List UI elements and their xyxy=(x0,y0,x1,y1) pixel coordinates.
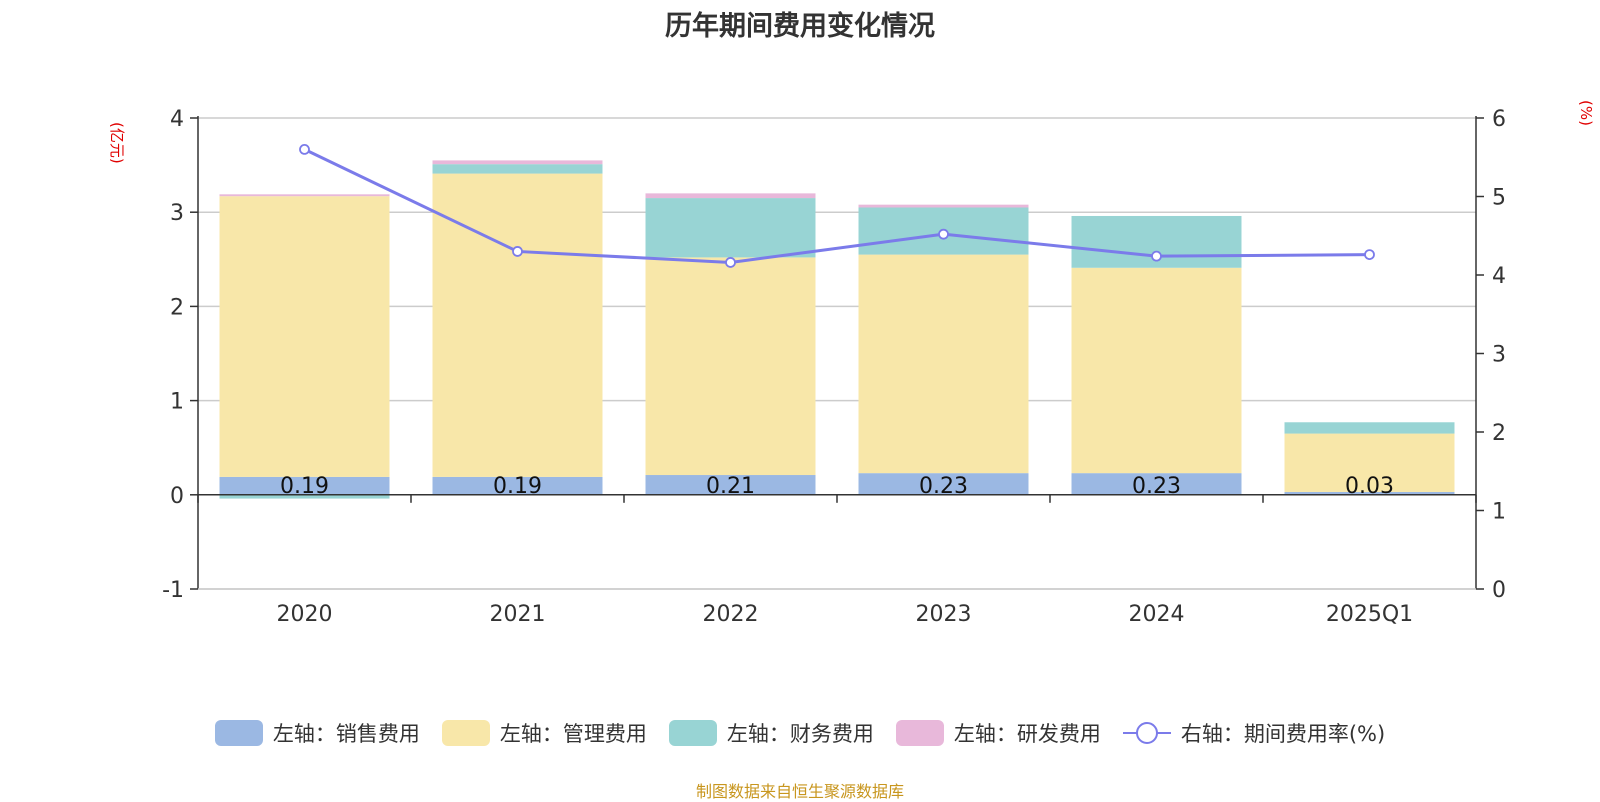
legend-item-expense-rate[interactable]: 右轴：期间费用率(%) xyxy=(1122,718,1386,748)
bar-sales xyxy=(1071,473,1242,495)
legend-swatch-admin xyxy=(441,720,490,746)
left-tick-label: 1 xyxy=(170,390,184,415)
legend-swatch-rnd xyxy=(895,720,944,746)
right-tick-label: 6 xyxy=(1492,107,1506,132)
right-tick-label: 4 xyxy=(1492,264,1506,289)
source-note: 制图数据来自恒生聚源数据库 xyxy=(695,782,904,801)
sales-data-label: 0.21 xyxy=(706,474,755,499)
left-tick-label: -1 xyxy=(162,578,184,603)
left-tick-label: 0 xyxy=(170,484,184,509)
expense-rate-point xyxy=(1364,249,1375,260)
right-tick-label: 2 xyxy=(1492,421,1506,446)
bar-finance xyxy=(432,164,603,174)
right-tick-label: 5 xyxy=(1492,186,1506,211)
bar-finance xyxy=(219,494,390,499)
expense-rate-point xyxy=(725,257,736,268)
bar-rnd xyxy=(432,160,603,165)
left-tick-label: 3 xyxy=(170,201,184,226)
category-label: 2025Q1 xyxy=(1326,602,1413,627)
category-label: 2022 xyxy=(703,602,759,627)
sales-data-label: 0.19 xyxy=(493,474,542,499)
sales-data-label: 0.23 xyxy=(1132,474,1181,499)
sales-data-label: 0.03 xyxy=(1345,474,1394,499)
bar-sales xyxy=(1284,491,1455,495)
bar-finance xyxy=(1284,422,1455,434)
expense-rate-line xyxy=(303,148,1370,264)
legend-swatch-finance xyxy=(668,720,717,746)
category-label: 2023 xyxy=(916,602,972,627)
chart-title: 历年期间费用变化情况 xyxy=(665,11,935,42)
left-tick-label: 4 xyxy=(170,107,184,132)
legend-item-finance[interactable]: 左轴：财务费用 xyxy=(668,718,874,748)
right-tick-label: 1 xyxy=(1492,500,1506,525)
bar-admin xyxy=(858,254,1029,474)
sales-data-label: 0.19 xyxy=(280,474,329,499)
expense-rate-point xyxy=(938,228,949,240)
legend-label-rnd: 左轴：研发费用 xyxy=(953,722,1101,746)
category-label: 2020 xyxy=(277,602,333,627)
bar-admin xyxy=(432,173,603,477)
category-label: 2024 xyxy=(1129,602,1185,627)
bar-sales xyxy=(432,476,603,495)
legend-item-sales[interactable]: 左轴：销售费用 xyxy=(214,718,420,748)
category-label: 2021 xyxy=(490,602,546,627)
legend-label-sales: 左轴：销售费用 xyxy=(272,722,420,746)
left-tick-label: 2 xyxy=(170,295,184,320)
legend: 左轴：销售费用 左轴：管理费用 左轴：财务费用 左轴：研发费用 右轴：期间费用率… xyxy=(0,718,1600,748)
bar-sales xyxy=(645,475,816,495)
bar-sales xyxy=(219,476,390,495)
legend-swatch-sales xyxy=(214,720,263,746)
expense-rate-point xyxy=(1151,250,1162,262)
legend-item-admin[interactable]: 左轴：管理费用 xyxy=(441,718,647,748)
bar-rnd xyxy=(858,204,1029,208)
expense-rate-point xyxy=(512,246,523,257)
bar-rnd xyxy=(219,194,390,197)
right-tick-label: 3 xyxy=(1492,343,1506,368)
bar-rnd xyxy=(645,193,816,199)
bar-admin xyxy=(1071,267,1242,474)
legend-label-expense-rate: 右轴：期间费用率(%) xyxy=(1180,722,1386,746)
legend-line-circle-icon xyxy=(1122,722,1171,744)
bar-admin xyxy=(1284,433,1455,492)
bar-admin xyxy=(645,257,816,476)
right-tick-label: 0 xyxy=(1492,578,1506,603)
legend-item-rnd[interactable]: 左轴：研发费用 xyxy=(895,718,1101,748)
sales-data-label: 0.23 xyxy=(919,474,968,499)
bar-finance xyxy=(645,198,816,258)
bar-sales xyxy=(858,473,1029,495)
legend-label-admin: 左轴：管理费用 xyxy=(499,722,647,746)
chart-plot-area: -1 0 1 2 3 4 0 1 2 3 4 5 6 2020 2021 2022 2023 2024 2025Q1… xyxy=(162,107,1506,627)
legend-label-finance: 左轴：财务费用 xyxy=(726,722,874,746)
bar-admin xyxy=(219,196,390,477)
expense-rate-point xyxy=(299,143,310,155)
